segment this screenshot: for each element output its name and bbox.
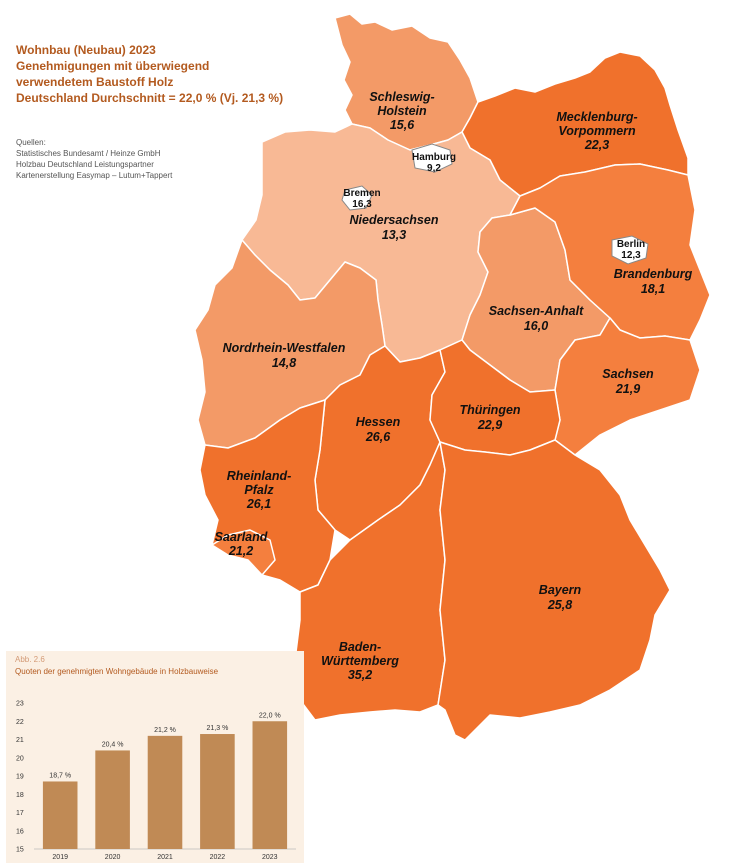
bar-2021 (147, 735, 183, 849)
state-bremen[interactable] (341, 185, 373, 211)
bar-2020 (95, 750, 130, 849)
state-bayern[interactable] (437, 439, 671, 741)
y-tick-label: 15 (16, 847, 24, 854)
inset-chart-title: Quoten der genehmigten Wohngebäude in Ho… (15, 667, 219, 676)
state-saarland[interactable] (211, 529, 276, 576)
bar-value-label: 20,4 % (102, 741, 124, 748)
map-title: Wohnbau (Neubau) 2023 Genehmigungen mit … (16, 42, 283, 106)
label-brandenburg: Brandenburg 18,1 (614, 267, 693, 296)
x-tick-label: 2022 (210, 854, 226, 861)
label-schleswig-holstein: Schleswig-Holstein 15,6 (369, 90, 434, 132)
y-tick-label: 20 (16, 755, 24, 762)
title-line-1: Wohnbau (Neubau) 2023 (16, 43, 156, 57)
bar-2022 (200, 734, 235, 849)
bar-2023 (252, 721, 288, 849)
y-tick-label: 17 (16, 810, 24, 817)
label-thueringen: Thüringen 22,9 (459, 403, 520, 432)
label-sachsen-anhalt: Sachsen-Anhalt 16,0 (489, 304, 584, 333)
y-tick-label: 16 (16, 828, 24, 835)
y-tick-label: 19 (16, 774, 24, 781)
label-nordrhein-westfalen: Nordrhein-Westfalen 14,8 (223, 341, 346, 370)
y-tick-label: 21 (16, 737, 24, 744)
x-tick-label: 2019 (52, 854, 68, 861)
title-line-2: Genehmigungen mit überwiegend (16, 59, 210, 73)
label-rheinland-pfalz: Rheinland-Pfalz 26,1 (227, 469, 292, 511)
label-bayern: Bayern 25,8 (539, 583, 582, 612)
title-line-4: Deutschland Durchschnitt = 22,0 % (Vj. 2… (16, 91, 284, 105)
label-baden-wuerttemberg: Baden-Württemberg 35,2 (321, 640, 399, 682)
source-line-2: Holzbau Deutschland Leistungspartner (16, 160, 154, 169)
state-baden-wuerttemberg[interactable] (294, 441, 446, 721)
label-mecklenburg-vorpommern: Mecklenburg-Vorpommern 22,3 (556, 110, 637, 152)
title-line-3: verwendetem Baustoff Holz (16, 75, 174, 89)
source-line-1: Statistisches Bundesamt / Heinze GmbH (16, 149, 161, 158)
x-tick-label: 2021 (157, 854, 173, 861)
label-hamburg: Hamburg 9,2 (412, 152, 456, 174)
sources-heading: Quellen: (16, 138, 46, 147)
x-tick-label: 2023 (262, 854, 278, 861)
sources-block: Quellen: Statistisches Bundesamt / Heinz… (16, 137, 172, 181)
label-bremen: Bremen 16,3 (343, 188, 380, 210)
bar-value-label: 18,7 % (49, 772, 71, 779)
label-hessen: Hessen 26,6 (356, 415, 401, 444)
y-tick-label: 18 (16, 792, 24, 799)
y-tick-label: 22 (16, 719, 24, 726)
state-brandenburg[interactable] (509, 163, 711, 341)
source-line-3: Kartenerstellung Easymap – Lutum+Tappert (16, 171, 173, 180)
y-tick-label: 23 (16, 701, 24, 708)
bar-value-label: 22,0 % (259, 712, 281, 719)
x-tick-label: 2020 (105, 854, 121, 861)
inset-figure-number: Abb. 2.6 (15, 655, 45, 664)
state-hamburg[interactable] (411, 143, 453, 173)
bar-2019 (42, 781, 78, 849)
label-saarland: Saarland 21,2 (215, 530, 268, 558)
state-berlin[interactable] (611, 235, 649, 265)
bar-value-label: 21,3 % (207, 725, 229, 732)
label-niedersachsen: Niedersachsen 13,3 (350, 213, 439, 242)
bar-value-label: 21,2 % (154, 727, 176, 734)
inset-chart-panel: Abb. 2.6 Quoten der genehmigten Wohngebä… (6, 651, 304, 863)
label-berlin: Berlin 12,3 (617, 239, 645, 261)
label-sachsen: Sachsen 21,9 (602, 367, 654, 396)
